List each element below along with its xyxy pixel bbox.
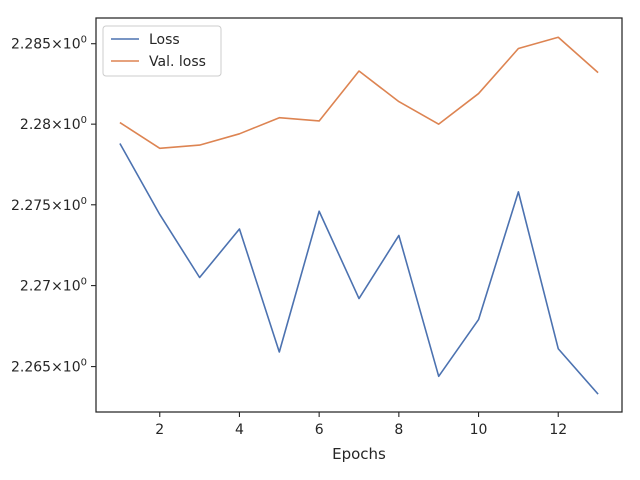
x-tick-label: 4	[235, 422, 244, 438]
legend: Loss Val. loss	[102, 25, 222, 77]
y-tick-label: 2.27×100	[20, 277, 87, 295]
x-tick-label: 6	[315, 422, 324, 438]
x-tick-label: 2	[155, 422, 164, 438]
series-line-val-loss	[119, 36, 599, 150]
x-tick-label: 10	[470, 422, 488, 438]
y-tick-label: 2.275×100	[11, 196, 87, 214]
legend-label: Loss	[149, 32, 180, 48]
y-tick-label: 2.265×100	[11, 358, 87, 376]
x-tick-label: 8	[394, 422, 403, 438]
x-axis-ticks: 2 4 6 8 10 12	[155, 412, 567, 438]
x-axis-label: Epochs	[332, 445, 386, 463]
y-axis-ticks: 2.265×100 2.27×100 2.275×100 2.28×100 2.285×…	[11, 35, 96, 376]
plot-area-frame	[95, 17, 623, 413]
series-line-loss	[119, 143, 599, 395]
y-tick-label: 2.285×100	[11, 35, 87, 53]
legend-label: Val. loss	[149, 54, 206, 70]
series-layer	[119, 36, 599, 395]
y-tick-label: 2.28×100	[20, 115, 87, 133]
x-tick-label: 12	[549, 422, 567, 438]
